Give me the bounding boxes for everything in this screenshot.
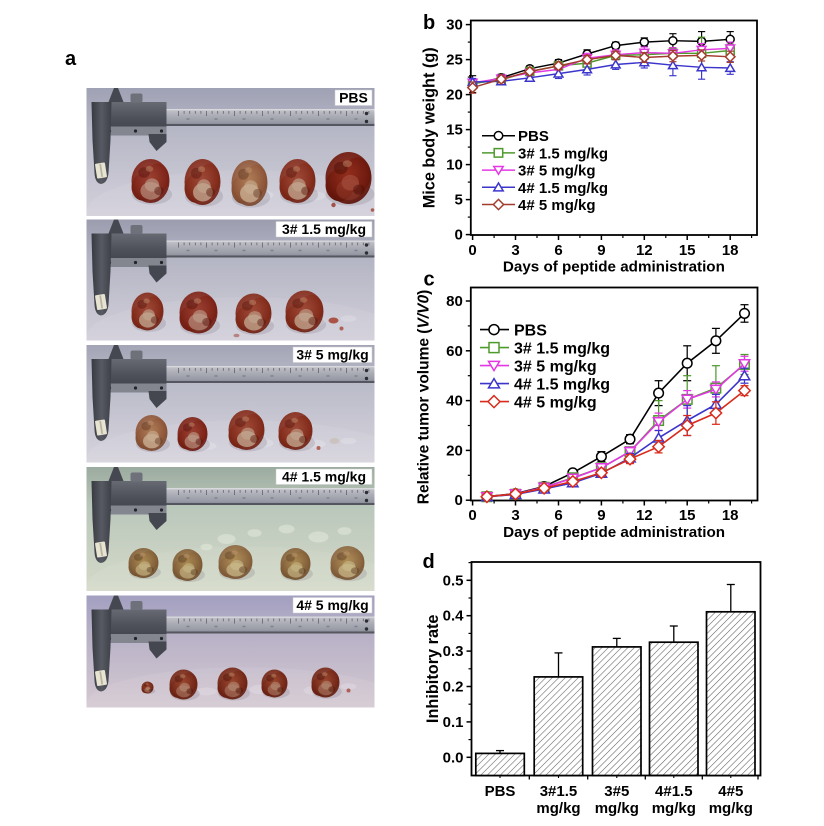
svg-text:18: 18 (722, 507, 739, 524)
svg-text:mg/kg: mg/kg (536, 800, 580, 817)
svg-text:20: 20 (446, 442, 463, 459)
svg-text:9: 9 (597, 242, 605, 259)
svg-text:3: 3 (511, 507, 519, 524)
svg-text:4# 1.5 mg/kg: 4# 1.5 mg/kg (282, 468, 366, 484)
svg-text:60: 60 (446, 343, 463, 360)
svg-text:4# 1.5 mg/kg: 4# 1.5 mg/kg (514, 376, 610, 393)
svg-text:3#1.5: 3#1.5 (540, 783, 578, 800)
svg-text:4# 5 mg/kg: 4# 5 mg/kg (518, 197, 596, 214)
svg-text:PBS: PBS (485, 783, 516, 800)
svg-text:0.1: 0.1 (443, 714, 464, 731)
svg-text:9: 9 (597, 507, 605, 524)
svg-text:0.0: 0.0 (443, 749, 464, 766)
svg-text:0: 0 (468, 507, 476, 524)
svg-text:0: 0 (454, 227, 462, 244)
svg-text:c: c (424, 269, 435, 291)
svg-text:Days of peptide administration: Days of peptide administration (503, 259, 725, 276)
svg-text:a: a (65, 48, 77, 70)
svg-text:mg/kg: mg/kg (595, 800, 639, 817)
svg-text:3# 1.5 mg/kg: 3# 1.5 mg/kg (514, 340, 610, 357)
svg-text:0: 0 (468, 242, 476, 259)
svg-text:30: 30 (446, 17, 463, 34)
svg-text:3#5: 3#5 (604, 783, 629, 800)
svg-text:18: 18 (722, 242, 739, 259)
svg-text:3# 5 mg/kg: 3# 5 mg/kg (514, 358, 597, 375)
svg-text:Relative tumor volume (V/V0): Relative tumor volume (V/V0) (416, 290, 433, 505)
svg-text:b: b (423, 12, 435, 34)
svg-text:15: 15 (679, 242, 696, 259)
svg-text:15: 15 (446, 122, 463, 139)
svg-text:0.5: 0.5 (443, 572, 464, 589)
svg-text:0.4: 0.4 (443, 608, 465, 625)
svg-text:5: 5 (454, 192, 462, 209)
svg-text:10: 10 (446, 157, 463, 174)
svg-text:d: d (423, 551, 435, 573)
svg-text:0.2: 0.2 (443, 679, 464, 696)
svg-text:25: 25 (446, 52, 463, 69)
svg-text:3# 5 mg/kg: 3# 5 mg/kg (518, 163, 596, 180)
svg-text:15: 15 (679, 507, 696, 524)
svg-text:80: 80 (446, 293, 463, 310)
svg-text:PBS: PBS (518, 128, 549, 145)
svg-text:6: 6 (554, 507, 562, 524)
svg-text:0.3: 0.3 (443, 643, 464, 660)
svg-text:40: 40 (446, 393, 463, 410)
svg-text:0: 0 (454, 492, 462, 509)
svg-text:4# 1.5 mg/kg: 4# 1.5 mg/kg (518, 180, 608, 197)
svg-text:PBS: PBS (339, 89, 368, 105)
svg-text:20: 20 (446, 87, 463, 104)
svg-text:4#5: 4#5 (718, 783, 743, 800)
svg-text:4# 5 mg/kg: 4# 5 mg/kg (514, 394, 597, 411)
svg-text:6: 6 (554, 242, 562, 259)
svg-text:Days of peptide administration: Days of peptide administration (503, 524, 725, 541)
svg-text:4#1.5: 4#1.5 (655, 783, 693, 800)
svg-text:4# 5 mg/kg: 4# 5 mg/kg (296, 597, 368, 613)
svg-text:PBS: PBS (514, 322, 547, 339)
svg-text:Inhibitory rate: Inhibitory rate (424, 615, 442, 724)
svg-text:3# 5 mg/kg: 3# 5 mg/kg (296, 346, 368, 362)
svg-text:3# 1.5 mg/kg: 3# 1.5 mg/kg (282, 221, 366, 237)
svg-text:12: 12 (636, 507, 653, 524)
svg-text:3: 3 (511, 242, 519, 259)
svg-text:mg/kg: mg/kg (709, 800, 753, 817)
svg-text:12: 12 (636, 242, 653, 259)
svg-text:3# 1.5 mg/kg: 3# 1.5 mg/kg (518, 145, 608, 162)
svg-text:mg/kg: mg/kg (652, 800, 696, 817)
svg-text:Mice body weight (g): Mice body weight (g) (421, 47, 439, 208)
